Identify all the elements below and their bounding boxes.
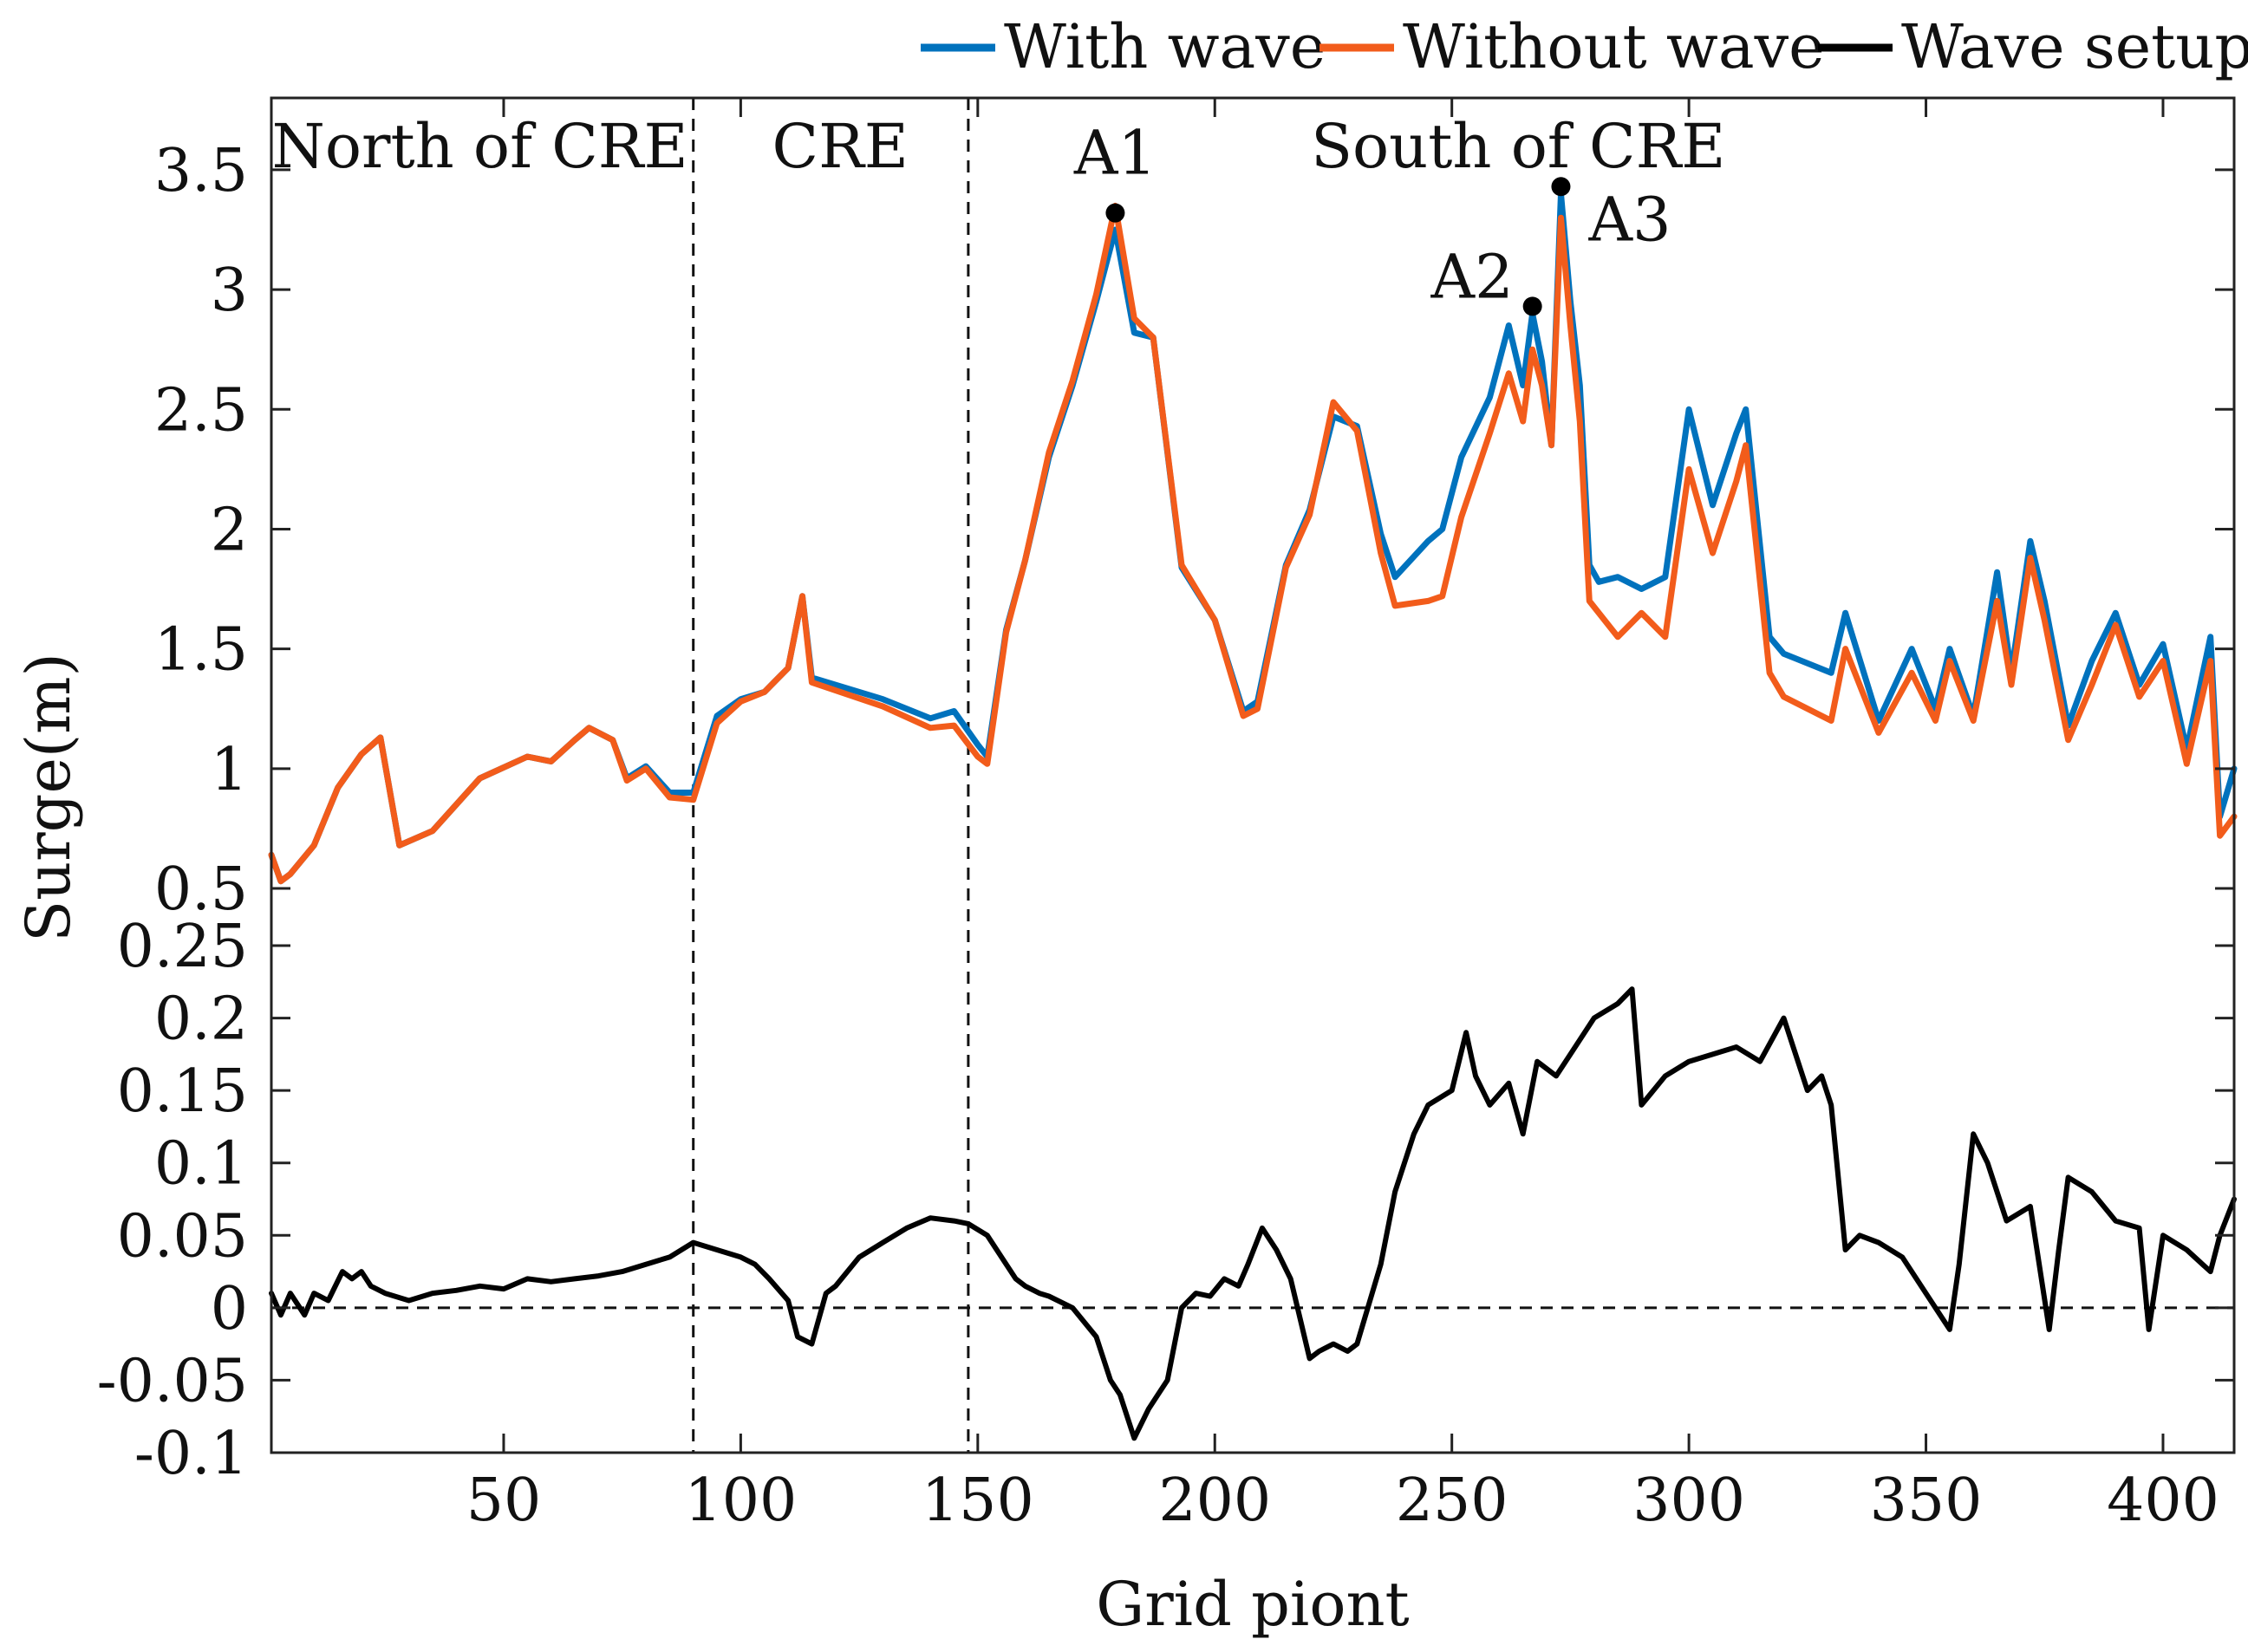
legend-label-2: Without wave [1403, 11, 1825, 82]
axis-layer: 50 100 150 200 250 300 350 400 0.5 1 1.5 2 2.5 3 3.5 -0… [97, 98, 2234, 1535]
y-tick-label-bottom-panel: 0.15 [117, 1057, 248, 1126]
x-tick-label: 100 [684, 1467, 797, 1535]
y-tick-label-top-panel: 3 [211, 257, 248, 325]
y-tick-label-bottom-panel: -0.1 [134, 1420, 248, 1488]
region-label-3: South of CRE [1311, 111, 1725, 182]
legend: With wave Without wave Wave setup [921, 11, 2248, 82]
point-marker-a3 [1551, 177, 1571, 197]
legend-label-1: With wave [1004, 11, 1326, 82]
plot-frame [270, 96, 2236, 1454]
x-tick-label: 200 [1158, 1467, 1271, 1535]
point-label-a2: A2 [1430, 241, 1514, 312]
y-tick-label-bottom-panel: 0.1 [154, 1130, 248, 1199]
region-label-1: North of CRE [272, 111, 688, 182]
x-tick-label: 350 [1870, 1467, 1983, 1535]
y-tick-label-top-panel: 2.5 [154, 376, 248, 445]
y-tick-label-bottom-panel: -0.05 [97, 1347, 248, 1415]
series-line-without-wave [268, 202, 2238, 885]
region-label-2: CRE [772, 111, 909, 182]
x-tick-label: 400 [2107, 1467, 2219, 1535]
point-label-a3: A3 [1587, 184, 1671, 255]
y-tick-label-top-panel: 2 [211, 496, 248, 564]
x-tick-label: 50 [466, 1467, 542, 1535]
plot-layer: A1 A2 A3 North of CRE CRE South of CRE [268, 98, 2238, 1453]
y-axis-label: Surge(m) [13, 653, 84, 942]
y-tick-label-top-panel: 3.5 [154, 137, 248, 205]
y-tick-label-bottom-panel: 0.05 [117, 1202, 248, 1271]
y-tick-label-top-panel: 0.5 [154, 855, 248, 924]
y-tick-label-bottom-panel: 0.25 [117, 913, 248, 981]
point-marker-a2 [1522, 296, 1542, 316]
series-line-wave-setup [269, 986, 2237, 1441]
x-tick-label: 250 [1396, 1467, 1508, 1535]
point-marker-a1 [1105, 203, 1125, 223]
y-tick-label-bottom-panel: 0 [211, 1275, 248, 1343]
x-tick-label: 150 [922, 1467, 1034, 1535]
point-label-a1: A1 [1073, 118, 1157, 189]
y-tick-label-top-panel: 1.5 [154, 616, 248, 685]
x-axis-label: Grid piont [1096, 1569, 1409, 1640]
legend-label-3: Wave setup [1901, 11, 2248, 82]
y-tick-label-top-panel: 1 [211, 736, 248, 804]
x-tick-label: 300 [1632, 1467, 1745, 1535]
y-tick-label-bottom-panel: 0.2 [154, 985, 248, 1054]
